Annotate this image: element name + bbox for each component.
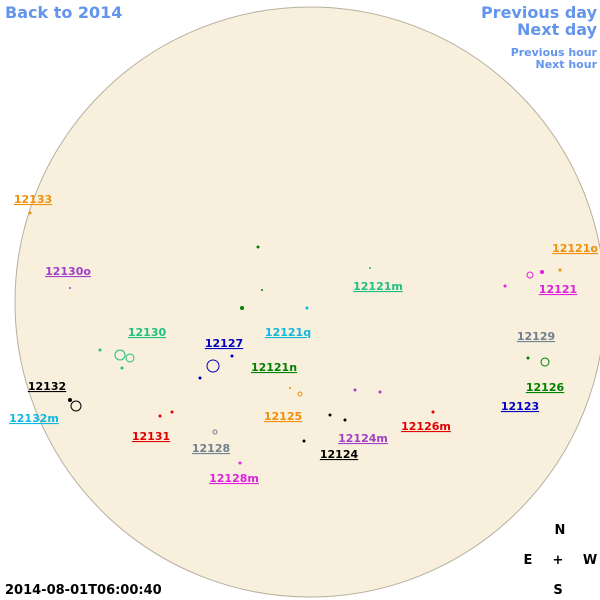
- region-label[interactable]: 12121: [539, 283, 577, 296]
- region-label[interactable]: 12121m: [353, 280, 403, 293]
- compass-east: E: [524, 553, 533, 568]
- region-label[interactable]: 12131: [132, 430, 170, 443]
- sunspots: [28, 211, 562, 465]
- compass-west: W: [583, 553, 597, 568]
- previous-hour-link[interactable]: Previous hour: [511, 46, 598, 59]
- compass-north: N: [555, 523, 566, 538]
- region-label[interactable]: 12121n: [251, 361, 297, 374]
- next-day-link[interactable]: Next day: [517, 20, 598, 39]
- region-label[interactable]: 12128m: [209, 472, 259, 485]
- region-label[interactable]: 12121o: [552, 242, 598, 255]
- region-label[interactable]: 12124m: [338, 432, 388, 445]
- region-label[interactable]: 12132: [28, 380, 66, 393]
- region-label[interactable]: 12130o: [45, 265, 91, 278]
- compass-center: +: [553, 553, 564, 568]
- previous-day-link[interactable]: Previous day: [481, 3, 598, 22]
- region-label[interactable]: 12124: [320, 448, 359, 461]
- region-label[interactable]: 12127: [205, 337, 243, 350]
- region-label[interactable]: 12126m: [401, 420, 451, 433]
- region-label[interactable]: 12133: [14, 193, 52, 206]
- region-label[interactable]: 12125: [264, 410, 302, 423]
- region-label[interactable]: 12128: [192, 442, 230, 455]
- region-label[interactable]: 12126: [526, 381, 565, 394]
- region-label[interactable]: 12130: [128, 326, 167, 339]
- region-label[interactable]: 12132m: [9, 412, 59, 425]
- compass-south: S: [553, 583, 562, 598]
- region-label[interactable]: 12123: [501, 400, 539, 413]
- solar-disk: [14, 6, 600, 598]
- back-link[interactable]: Back to 2014: [5, 3, 122, 22]
- timestamp: 2014-08-01T06:00:40: [5, 583, 162, 598]
- next-hour-link[interactable]: Next hour: [536, 58, 598, 71]
- region-label[interactable]: 12129: [517, 330, 555, 343]
- region-label[interactable]: 12121q: [265, 326, 311, 339]
